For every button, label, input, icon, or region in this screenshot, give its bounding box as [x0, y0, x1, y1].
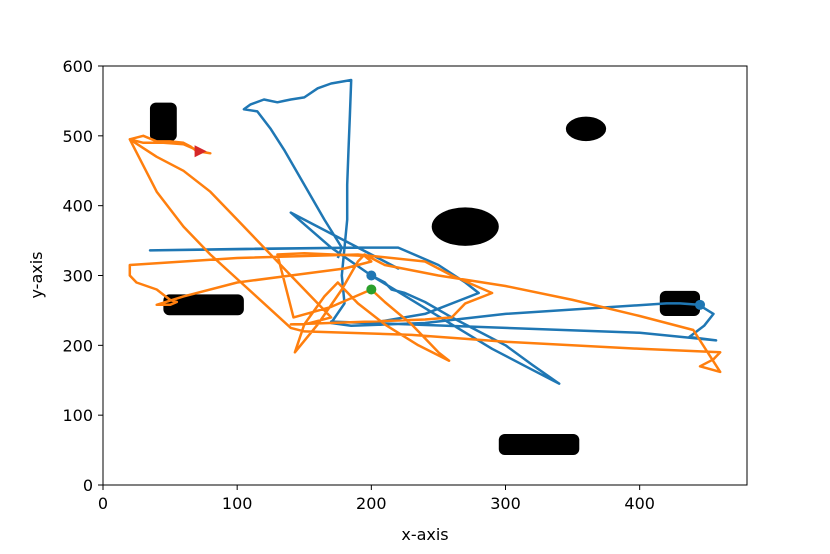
- y-tick-label-3: 300: [62, 267, 93, 286]
- plot-frame: [102, 65, 748, 486]
- y-tick-label-1: 100: [62, 406, 93, 425]
- series-line-1: [128, 134, 722, 374]
- y-tick-label-2: 200: [62, 336, 93, 355]
- obstacle-4: [431, 207, 499, 246]
- x-tick-label-0: 0: [98, 494, 108, 513]
- y-tick-label-6: 600: [62, 57, 93, 76]
- y-tick-label-0: 0: [83, 476, 93, 495]
- obstacle-1: [163, 294, 244, 316]
- obstacle-3: [498, 434, 580, 455]
- marker-3: [194, 145, 207, 158]
- x-tick-label-1: 100: [222, 494, 253, 513]
- marker-1: [366, 284, 377, 295]
- series-line-0: [148, 78, 718, 385]
- x-axis-ticks: 0 100 200 300 400: [98, 485, 655, 513]
- x-tick-label-3: 300: [490, 494, 521, 513]
- y-tick-label-4: 400: [62, 197, 93, 216]
- x-axis-label: x-axis: [401, 525, 448, 544]
- series-layer: [128, 78, 722, 385]
- marker-0: [366, 270, 377, 281]
- obstacle-0: [149, 102, 177, 142]
- y-axis-ticks: 0 100 200 300 400 500 600: [62, 57, 103, 495]
- y-axis-label: y-axis: [27, 251, 46, 298]
- obstacles-layer: [149, 102, 701, 455]
- x-tick-label-2: 200: [356, 494, 387, 513]
- markers-layer: [194, 145, 706, 310]
- marker-2: [695, 299, 706, 310]
- y-tick-label-5: 500: [62, 127, 93, 146]
- obstacle-5: [565, 116, 607, 142]
- x-tick-label-4: 400: [624, 494, 655, 513]
